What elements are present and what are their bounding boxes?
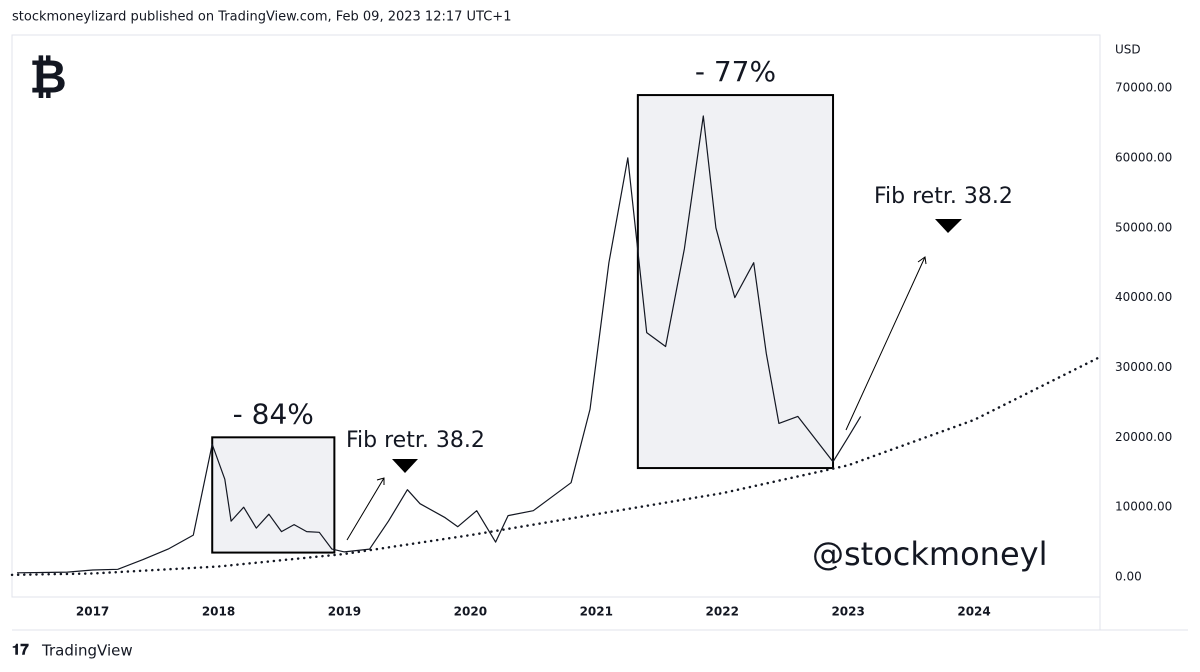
annotation: Fib retr. 38.2 (874, 184, 1013, 209)
y-tick-label: 70000.00 (1115, 81, 1172, 95)
logo-mark: 𝟏𝟕 (12, 641, 29, 659)
trend-curve (10, 355, 1102, 577)
x-tick-label: 2018 (202, 605, 235, 619)
symbol-logo: ₿ (29, 50, 67, 104)
x-tick-label: 2017 (76, 605, 109, 619)
y-tick-label: 30000.00 (1115, 360, 1172, 374)
x-tick-label: 2022 (706, 605, 739, 619)
y-tick-label: 0.00 (1115, 570, 1142, 584)
x-tick-label: 2021 (580, 605, 613, 619)
footer: TradingView (41, 642, 133, 660)
y-tick-label: 40000.00 (1115, 290, 1172, 304)
watermark: @stockmoneyl (812, 535, 1047, 573)
arrow (346, 256, 927, 541)
header: stockmoneylizard published on TradingVie… (12, 10, 511, 25)
x-tick-label: 2020 (454, 605, 487, 619)
marker-triangle (392, 459, 418, 473)
marker-triangle (935, 219, 962, 233)
plot-frame (11, 34, 1101, 598)
price-line (16, 115, 862, 574)
y-tick-label: 60000.00 (1115, 150, 1172, 164)
y-unit: USD (1115, 43, 1141, 57)
annotation: Fib retr. 38.2 (346, 428, 485, 453)
box-label: - 77% (695, 55, 776, 88)
y-tick-label: 50000.00 (1115, 220, 1172, 234)
box-label: - 84% (233, 397, 314, 430)
x-tick-label: 2023 (831, 605, 864, 619)
y-tick-label: 20000.00 (1115, 430, 1172, 444)
x-tick-label: 2024 (957, 605, 990, 619)
y-tick-label: 10000.00 (1115, 500, 1172, 514)
x-tick-label: 2019 (328, 605, 361, 619)
range-box (211, 436, 336, 554)
range-box (636, 94, 835, 470)
